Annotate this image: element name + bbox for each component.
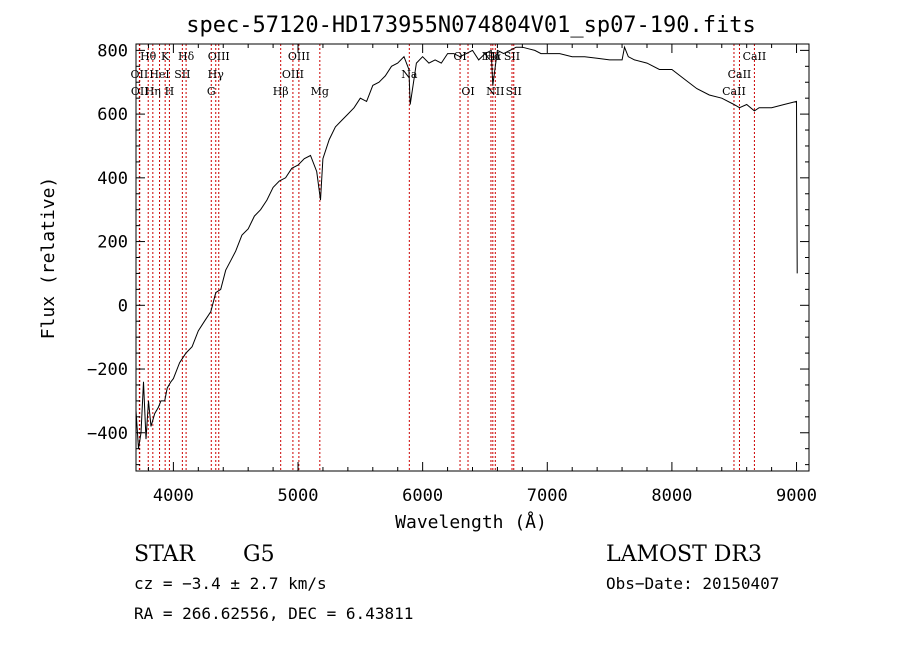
spectral-line-label: G [207,85,216,98]
spectral-line-label: OII [131,68,149,81]
y-tick-label: 200 [97,233,128,253]
plot-frame [135,43,810,472]
spectral-line-label: HeI [149,68,169,81]
x-axis-label: Wavelength (Å) [395,511,547,533]
spectral-line-label: Hθ [140,50,157,63]
spectral-line-label: Hγ [208,68,225,81]
spectral-line-label: CaII [722,85,746,98]
x-tick-label: 9000 [776,486,817,506]
object-subclass: G5 [243,542,275,567]
y-tick-label: −400 [87,424,128,444]
spectral-line-label: H [165,85,175,98]
spectral-line-label: Hδ [178,50,195,63]
spectral-line-label: SII [174,68,190,81]
x-tick-label: 4000 [153,486,194,506]
spectral-line-markers [138,44,755,471]
spectrum-line [135,45,798,449]
spectral-line-label: SII [506,85,522,98]
spectral-line-label: K [161,50,170,63]
survey-name: LAMOST DR3 [606,542,762,567]
spectral-line-labels: OII OII Hθ Hη HeI K H SII Hδ G Hγ OIII Hβ OIII OIII Mg N… [131,50,767,98]
chart-title: spec-57120-HD173955N074804V01_sp07-190.f… [186,13,756,38]
spectral-line-label: OIII [208,50,230,63]
spectral-line-label: OIII [282,68,304,81]
spectral-line-label: SII [504,50,520,63]
object-class: STAR [134,542,196,567]
observation-date: Obs−Date: 20150407 [606,574,779,593]
spectral-line-label: NII [486,85,504,98]
spectral-line-label: OI [461,85,474,98]
spectral-line-label: OII [131,85,149,98]
spectral-line-label: Hα [484,50,502,63]
x-tick-label: 7000 [527,486,568,506]
x-tick-label: 8000 [651,486,692,506]
spectral-line-label: Mg [311,85,329,98]
spectral-line-label: Hη [145,85,161,98]
y-tick-label: 0 [118,296,128,316]
y-tick-label: 600 [97,105,128,125]
coordinates: RA = 266.62556, DEC = 6.43811 [134,604,413,623]
spectral-line-label: OIII [288,50,310,63]
y-tick-label: 400 [97,169,128,189]
x-tick-label: 5000 [278,486,319,506]
y-axis-label: Flux (relative) [38,177,59,340]
spectral-line-label: CaII [743,50,767,63]
redshift-cz: cz = −3.4 ± 2.7 km/s [134,574,327,593]
x-tick-label: 6000 [402,486,443,506]
axis-ticks: 4000 5000 6000 7000 8000 9000 −400 −200 0 200 400 6… [87,41,817,506]
spectral-line-label: Hβ [273,85,289,98]
y-tick-label: 800 [97,41,128,61]
y-tick-label: −200 [87,360,128,380]
spectral-line-label: CaII [728,68,752,81]
